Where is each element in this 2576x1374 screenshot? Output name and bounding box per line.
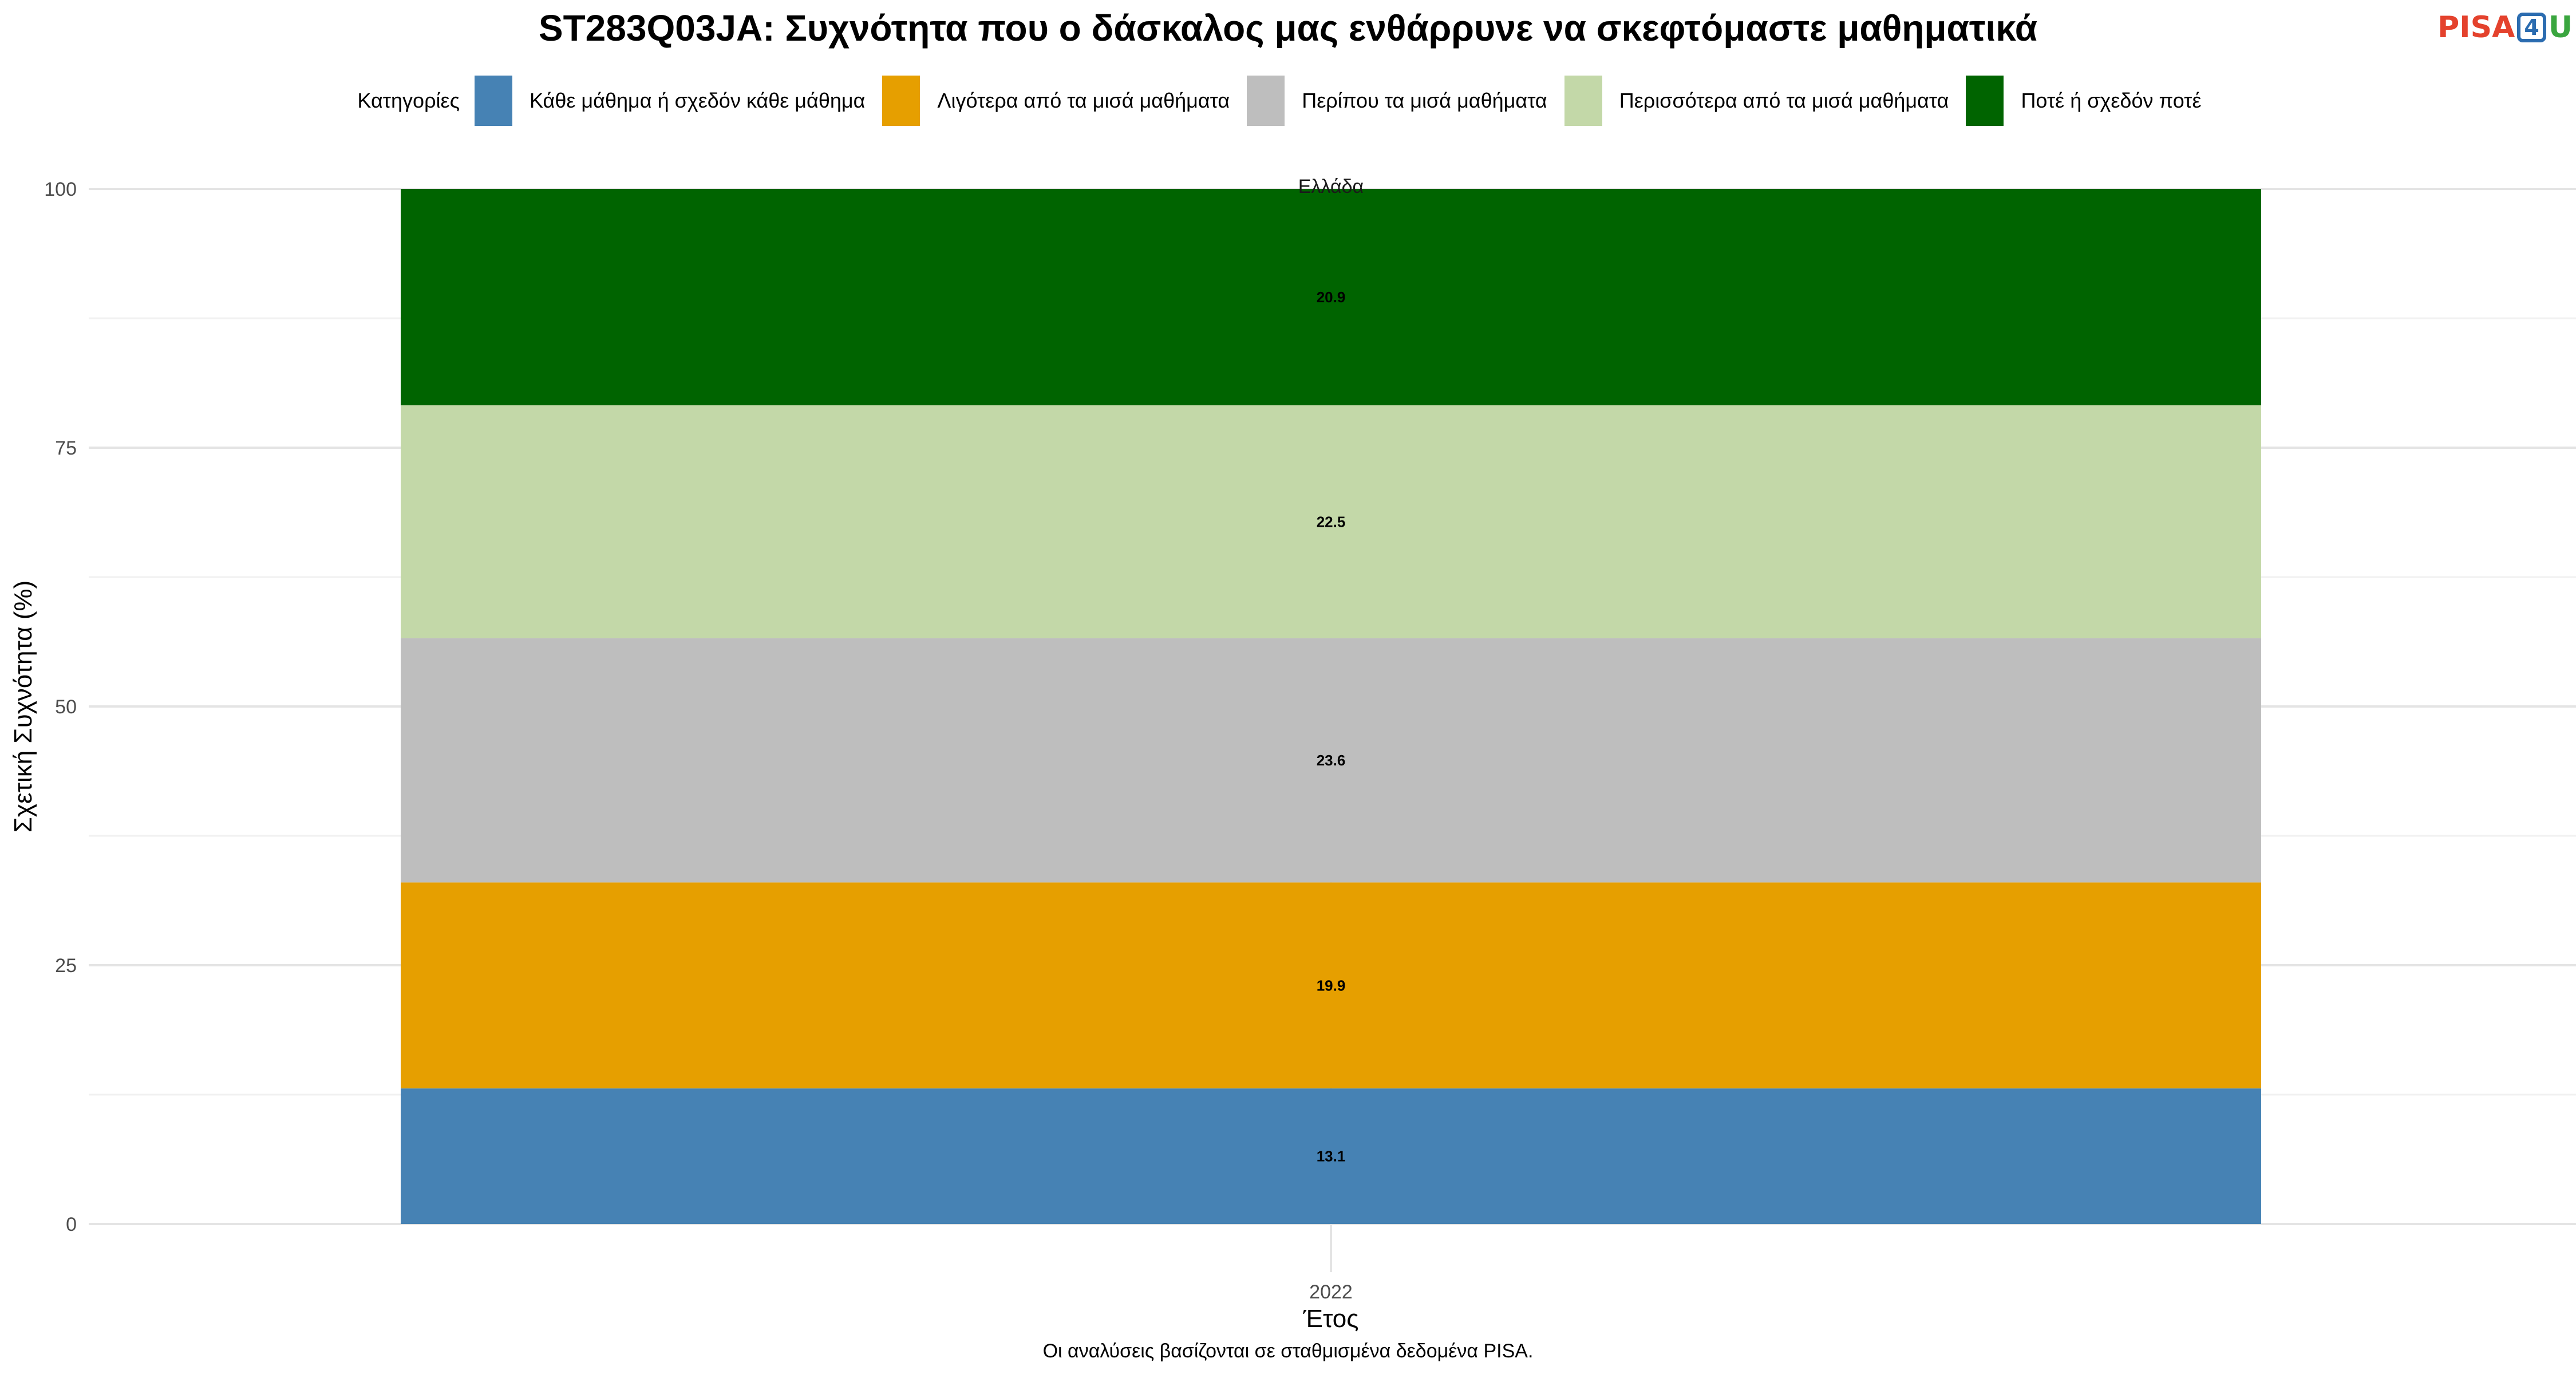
bar-segment (401, 405, 2261, 638)
bar-segment (401, 189, 2261, 405)
x-tick-label: 2022 (1309, 1281, 1353, 1303)
legend-swatch-every-lesson (474, 76, 512, 126)
data-label: 20.9 (1317, 289, 1346, 306)
legend-item-never: Ποτέ ή σχεδόν ποτέ (1966, 76, 2202, 126)
legend-title: Κατηγορίες (357, 89, 460, 112)
legend-item-every-lesson: Κάθε μάθημα ή σχεδόν κάθε μάθημα (474, 76, 866, 126)
data-label: 23.6 (1317, 752, 1346, 769)
logo-four-badge: 4 (2517, 13, 2546, 42)
y-tick-label: 25 (55, 955, 77, 977)
legend-item-fewer-than-half: Λιγότερα από τα μισά μαθήματα (882, 76, 1230, 126)
logo-pisa-text: PISA (2437, 10, 2515, 45)
legend-label-fewer-than-half: Λιγότερα από τα μισά μαθήματα (937, 89, 1230, 112)
legend-item-more-than-half: Περισσότερα από τα μισά μαθήματα (1564, 76, 1949, 126)
y-tick-label: 75 (55, 437, 77, 459)
bar-segment (401, 638, 2261, 883)
data-label: 22.5 (1317, 513, 1346, 530)
logo-u-text: U (2548, 10, 2573, 45)
legend-item-about-half: Περίπου τα μισά μαθήματα (1247, 76, 1547, 126)
facet-label: Ελλάδα (1298, 176, 1364, 198)
chart-legend: Κατηγορίες Κάθε μάθημα ή σχεδόν κάθε μάθ… (0, 73, 2576, 128)
bar-stack (401, 189, 2261, 1224)
legend-label-never: Ποτέ ή σχεδόν ποτέ (2021, 89, 2202, 112)
y-axis-title: Σχετική Συχνότητα (%) (9, 581, 37, 833)
footnote: Οι αναλύσεις βασίζονται σε σταθμισμένα δ… (1042, 1340, 1534, 1362)
pisa4u-logo: PISA 4 U (2437, 9, 2573, 46)
legend-swatch-never (1966, 76, 2004, 126)
y-tick-label: 50 (55, 696, 77, 718)
y-tick-label: 0 (66, 1214, 77, 1235)
data-label: 19.9 (1317, 977, 1346, 994)
data-labels: 13.1 19.9 23.6 22.5 20.9 (1317, 289, 1346, 1165)
legend-swatch-more-than-half (1564, 76, 1602, 126)
chart-title: ST283Q03JA: Συχνότητα που ο δάσκαλος μας… (538, 7, 2038, 49)
legend-label-about-half: Περίπου τα μισά μαθήματα (1302, 89, 1547, 112)
bar-segment (401, 882, 2261, 1089)
legend-label-every-lesson: Κάθε μάθημα ή σχεδόν κάθε μάθημα (529, 89, 866, 112)
x-axis-title: Έτος (1303, 1305, 1359, 1333)
data-label: 13.1 (1317, 1148, 1346, 1165)
legend-label-more-than-half: Περισσότερα από τα μισά μαθήματα (1619, 89, 1949, 112)
bar-segment (401, 1088, 2261, 1224)
y-tick-label: 100 (44, 179, 77, 200)
legend-swatch-fewer-than-half (882, 76, 920, 126)
legend-swatch-about-half (1247, 76, 1285, 126)
